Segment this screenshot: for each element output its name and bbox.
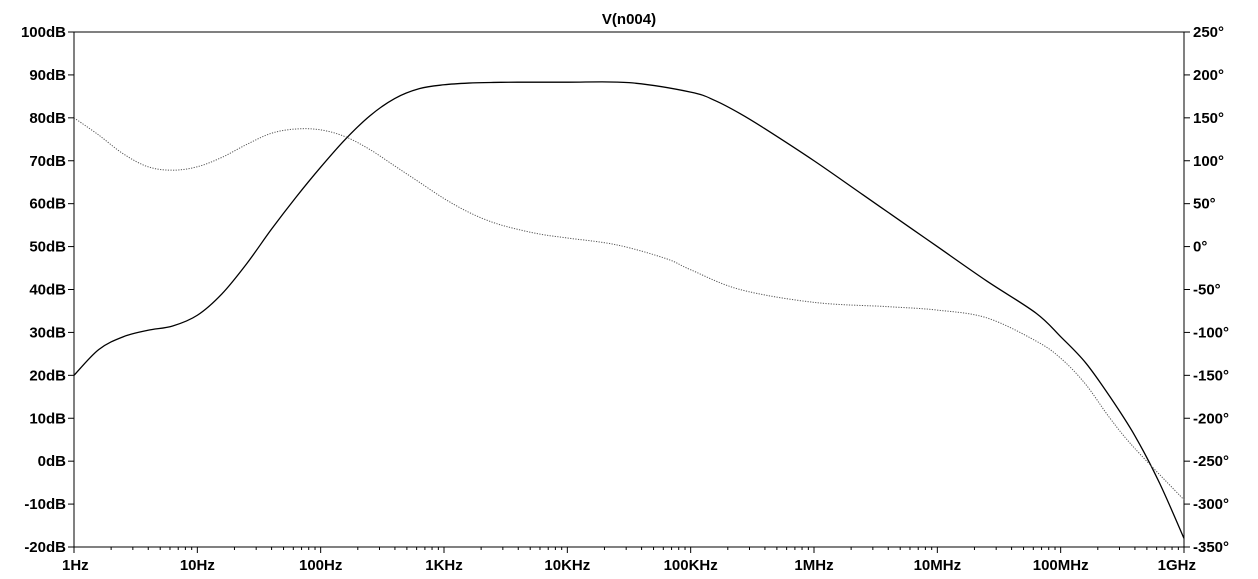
- x-tick-label: 100KHz: [664, 557, 718, 574]
- x-tick-label: 1GHz: [1158, 557, 1196, 574]
- y-left-tick-label: 50dB: [29, 239, 66, 256]
- y-right-tick-label: 50°: [1193, 196, 1216, 213]
- x-tick-label: 10Hz: [180, 557, 215, 574]
- x-tick-label: 100MHz: [1033, 557, 1089, 574]
- y-right-tick-label: -100°: [1193, 324, 1229, 341]
- y-right-tick-label: -200°: [1193, 410, 1229, 427]
- y-left-tick-label: -10dB: [24, 496, 66, 513]
- y-left-tick-label: 100dB: [21, 24, 66, 41]
- plot-area-frame: [73, 31, 1185, 548]
- y-left-tick-label: 80dB: [29, 110, 66, 127]
- y-left-tick-label: 10dB: [29, 410, 66, 427]
- x-axis: 1Hz 10Hz 100Hz 1KHz 10KHz 100KHz 1MHz 10MHz 100M…: [62, 547, 1196, 574]
- y-right-tick-label: 100°: [1193, 153, 1224, 170]
- phase-series-line: [73, 117, 1185, 501]
- y-right-tick-label: -50°: [1193, 282, 1221, 299]
- y-right-tick-label: 200°: [1193, 67, 1224, 84]
- magnitude-series-line: [73, 81, 1185, 539]
- y-axis-right: 250° 200° 150° 100° 50° 0° -50° -100° -150° -200°…: [1184, 24, 1229, 556]
- y-right-tick-label: 250°: [1193, 24, 1224, 41]
- y-right-tick-label: -300°: [1193, 496, 1229, 513]
- y-left-tick-label: 20dB: [29, 367, 66, 384]
- y-left-tick-label: 90dB: [29, 67, 66, 84]
- y-right-tick-label: 0°: [1193, 239, 1207, 256]
- y-left-tick-label: 0dB: [38, 453, 67, 470]
- x-tick-label: 1MHz: [794, 557, 833, 574]
- y-left-tick-label: 60dB: [29, 196, 66, 213]
- chart-title: V(n004): [602, 11, 656, 28]
- y-right-tick-label: -250°: [1193, 453, 1229, 470]
- x-tick-label: 10MHz: [914, 557, 962, 574]
- x-tick-label: 1KHz: [425, 557, 463, 574]
- y-right-tick-label: -150°: [1193, 367, 1229, 384]
- x-tick-label: 10KHz: [544, 557, 590, 574]
- y-right-tick-label: -350°: [1193, 539, 1229, 556]
- series-group: [73, 81, 1185, 539]
- y-axis-left: 100dB 90dB 80dB 70dB 60dB 50dB 40dB 30dB 20dB 10d…: [21, 24, 74, 556]
- x-minor-ticks: [110, 547, 1179, 550]
- y-left-tick-label: -20dB: [24, 539, 66, 556]
- y-right-tick-label: 150°: [1193, 110, 1224, 127]
- y-left-tick-label: 30dB: [29, 324, 66, 341]
- x-tick-label: 100Hz: [299, 557, 342, 574]
- x-tick-label: 1Hz: [62, 557, 89, 574]
- y-left-tick-label: 40dB: [29, 282, 66, 299]
- y-left-tick-label: 70dB: [29, 153, 66, 170]
